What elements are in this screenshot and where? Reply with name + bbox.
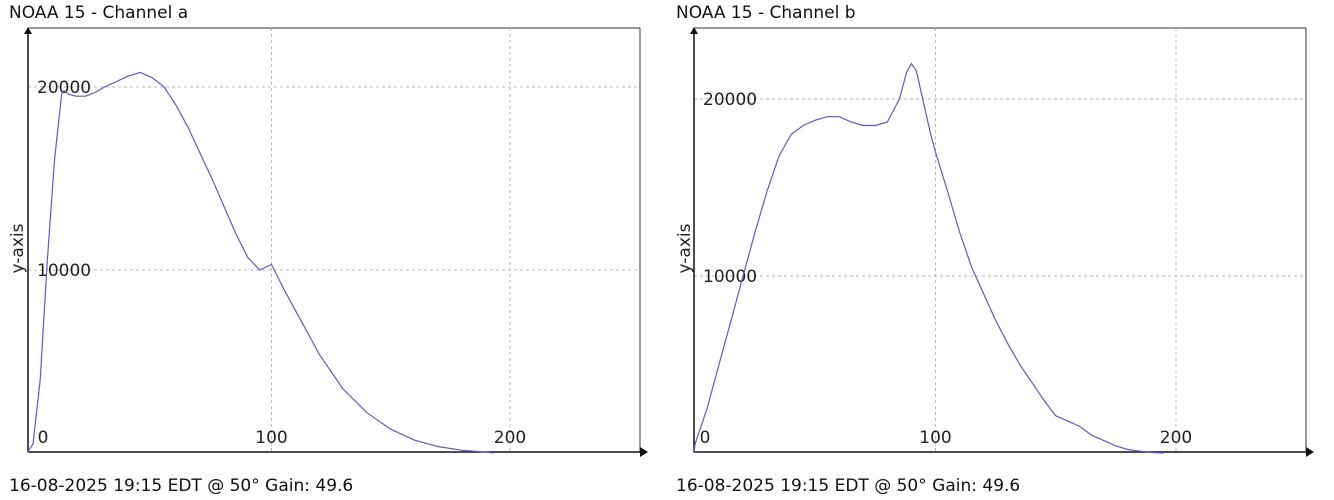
y-axis-label: y-axis	[8, 223, 28, 273]
chart-plot-a: 10000 20000 0 100 200 y-axis	[8, 27, 648, 457]
chart-title: NOAA 15 - Channel a	[9, 3, 189, 23]
y-axis-label: y-axis	[675, 223, 695, 273]
y-tick-label: 20000	[37, 78, 91, 98]
x-axis-arrow	[1306, 447, 1314, 457]
y-tick-label: 20000	[703, 90, 757, 110]
capture-info: 16-08-2025 19:15 EDT @ 50° Gain: 49.6	[9, 476, 354, 496]
x-tick-label: 200	[494, 428, 526, 448]
chart-panel-a: NOAA 15 - Channel a 10000 20000 0 100 200 y-a…	[0, 0, 660, 500]
x-tick-label: 100	[919, 428, 951, 448]
x-tick-label: 0	[38, 428, 49, 448]
capture-info: 16-08-2025 19:15 EDT @ 50° Gain: 49.6	[676, 476, 1021, 496]
x-tick-label: 200	[1160, 428, 1192, 448]
y-tick-label: 10000	[37, 261, 91, 281]
y-axis-arrow	[690, 27, 698, 34]
chart-plot-b: 10000 20000 0 100 200 y-axis	[675, 27, 1314, 457]
x-tick-label: 0	[700, 428, 711, 448]
y-tick-label: 10000	[703, 267, 757, 287]
x-tick-label: 100	[255, 428, 287, 448]
x-axis-arrow	[640, 447, 648, 457]
chart-title: NOAA 15 - Channel b	[676, 3, 856, 23]
series-line	[27, 71, 494, 454]
chart-panel-b: NOAA 15 - Channel b 10000 20000 0 100 200 y-a…	[667, 0, 1327, 500]
series-line	[693, 62, 1165, 454]
y-axis-arrow	[24, 27, 32, 34]
